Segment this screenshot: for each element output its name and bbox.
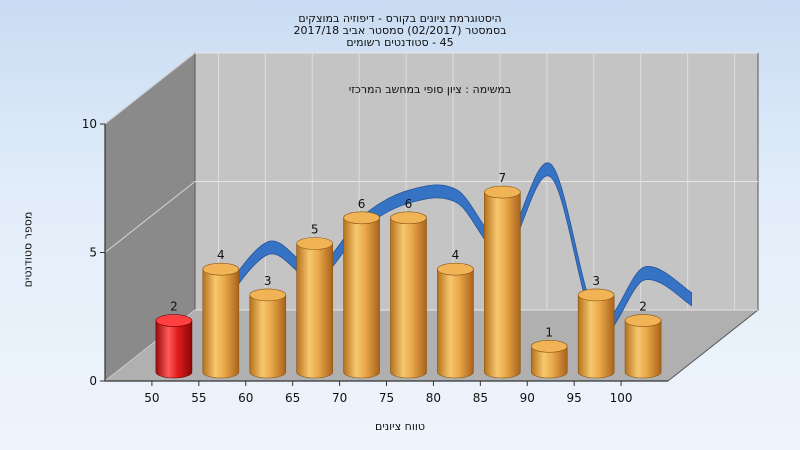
side-gridline — [104, 181, 196, 253]
histogram-bar — [155, 314, 193, 379]
trend-ribbon — [221, 162, 692, 335]
histogram-bar — [202, 262, 240, 379]
x-tick-label: 55 — [191, 391, 206, 405]
bar-body — [530, 346, 568, 379]
histogram-bar — [530, 339, 568, 379]
x-tick-label: 95 — [567, 391, 582, 405]
bar-body — [577, 294, 615, 379]
x-tick-label: 60 — [238, 391, 253, 405]
bar-top-cap — [202, 262, 240, 276]
x-tick-label: 90 — [520, 391, 535, 405]
histogram-bar — [343, 211, 380, 379]
x-tick-label: 70 — [332, 391, 347, 405]
y-tick-label: 5 — [89, 246, 97, 260]
bar-body — [390, 217, 427, 379]
histogram-bar — [296, 237, 333, 379]
bar-top-cap — [484, 185, 521, 199]
bar-body — [202, 268, 240, 379]
chart-subtitle: במשימה : ציון סופי במחשב המרכזי — [348, 83, 512, 96]
histogram-bar — [249, 288, 287, 379]
x-axis-label: טווח ציונים — [375, 420, 425, 433]
bar-body — [437, 268, 474, 379]
chart-title-line-1: היסטוגרמת ציונים בקורס - דיפוזיה במוצקים — [298, 12, 502, 25]
bar-body — [484, 191, 521, 379]
bar-value-label: 2 — [170, 300, 178, 314]
bar-top-cap — [577, 288, 615, 302]
side-gridline — [104, 52, 196, 125]
histogram-bar — [437, 262, 474, 379]
bar-value-label: 5 — [311, 223, 319, 237]
x-tick-label: 75 — [379, 391, 394, 405]
bar-body — [155, 320, 193, 379]
bar-value-label: 6 — [405, 197, 413, 211]
bar-top-cap — [437, 262, 474, 276]
y-tick-label: 0 — [89, 374, 97, 388]
bar-body — [249, 294, 287, 379]
chart-title-line-3: 45 - סטודנטים רשומים — [346, 36, 454, 49]
bar-body — [343, 217, 380, 379]
y-tick-label: 10 — [82, 117, 97, 131]
histogram-bar — [577, 288, 615, 379]
bar-top-cap — [530, 339, 568, 353]
bar-value-label: 3 — [592, 274, 600, 288]
bar-body — [296, 243, 333, 379]
bar-value-label: 4 — [452, 248, 460, 262]
bar-value-label: 1 — [545, 325, 553, 339]
bar-top-cap — [343, 211, 380, 225]
bar-top-cap — [390, 211, 427, 225]
histogram-bar — [484, 185, 521, 379]
x-tick-label: 100 — [610, 391, 633, 405]
bar-top-cap — [624, 314, 662, 327]
bar-top-cap — [249, 288, 287, 302]
x-tick-label: 80 — [426, 391, 441, 405]
bar-top-cap — [296, 237, 333, 250]
bar-body — [624, 320, 662, 379]
histogram-bar — [390, 211, 427, 379]
bar-value-label: 3 — [264, 274, 272, 288]
x-tick-label: 65 — [285, 391, 300, 405]
x-tick-label: 85 — [473, 391, 488, 405]
bar-value-label: 6 — [358, 197, 366, 211]
bar-value-label: 4 — [217, 248, 225, 262]
x-tick-label: 50 — [144, 391, 159, 405]
bar-top-cap — [155, 314, 193, 327]
histogram-bar — [624, 314, 662, 379]
bar-value-label: 7 — [499, 171, 507, 185]
chart-title-line-2: בסמסטר (02/2017) סמסטר אביב 2017/18 — [293, 24, 507, 37]
y-axis-label: מספר סטודנטים — [21, 211, 35, 288]
bar-value-label: 2 — [639, 300, 647, 314]
